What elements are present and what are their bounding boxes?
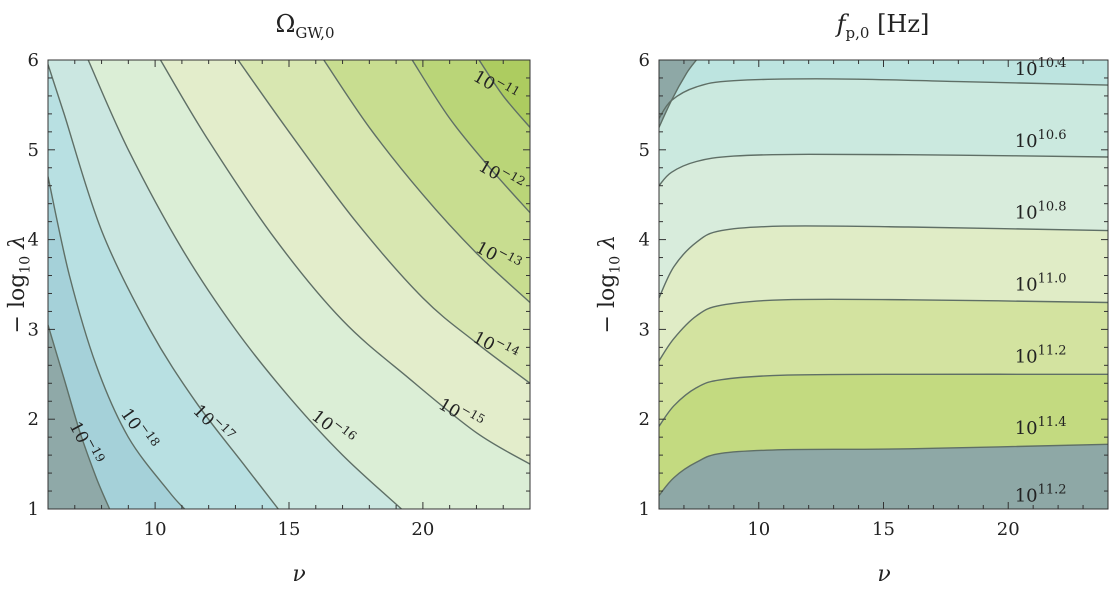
chart-title: fp,0 [Hz] [836, 10, 930, 42]
region-fill [412, 60, 530, 213]
contour-label: 1011.2 [1015, 343, 1067, 367]
contour-line [48, 176, 186, 509]
omega-gw-panel: ΩGW,0 ν − log10 λ 10 15 20 1 2 3 4 5 6 10−19 10−18… [5, 10, 531, 587]
contour-line [659, 373, 1108, 427]
contour-line [87, 60, 402, 509]
y-tick-label: 2 [639, 409, 650, 430]
y-tick-label: 5 [28, 140, 39, 161]
y-tick-label: 3 [28, 319, 39, 340]
x-tick-label: 20 [997, 519, 1020, 540]
contour-label: 1011.0 [1015, 272, 1067, 296]
contour-line [48, 64, 279, 509]
y-tick-label: 2 [28, 409, 39, 430]
peak-frequency-contour-plot: 10 15 20 1 2 3 4 5 6 1010.4 1010.6 1010.8 1011.0 1011… [639, 50, 1109, 540]
contour-line [659, 78, 1108, 119]
contour-line [659, 443, 1108, 496]
contour-line [659, 153, 1108, 187]
x-tick-label: 10 [144, 519, 167, 540]
x-axis-label: ν [292, 562, 306, 587]
y-tick-label: 4 [639, 230, 650, 251]
y-tick-label: 4 [28, 230, 39, 251]
y-tick-label: 6 [28, 50, 39, 71]
contour-label: 1011.2 [1015, 483, 1067, 507]
contour-line [659, 225, 1108, 299]
y-tick-label: 1 [639, 499, 650, 520]
y-tick-label: 6 [639, 50, 650, 71]
peak-frequency-panel: fp,0 [Hz] ν − log10 λ 10 15 20 1 2 3 4 5 6 1010.4… [555, 0, 1110, 592]
contour-line [659, 60, 697, 128]
y-tick-label: 3 [639, 319, 650, 340]
contour-line [659, 298, 1108, 362]
contour-line [237, 60, 530, 384]
contour-line [478, 60, 530, 128]
contour-line [48, 324, 111, 509]
contour-label: 1011.4 [1015, 415, 1067, 439]
region-fill [659, 60, 697, 128]
y-tick-label: 1 [28, 499, 39, 520]
x-tick-label: 10 [747, 519, 770, 540]
contour-label: 1010.4 [1015, 56, 1067, 80]
region-fill [659, 60, 1108, 119]
region-fill [479, 60, 530, 128]
x-tick-label: 15 [278, 519, 301, 540]
contour-line [159, 60, 530, 465]
contour-label: 1010.6 [1015, 128, 1067, 152]
chart-title: ΩGW,0 [275, 10, 335, 42]
contour-label: 1010.8 [1015, 200, 1067, 224]
x-axis-label: ν [877, 562, 891, 587]
y-tick-label: 5 [639, 140, 650, 161]
contour-line [323, 60, 530, 304]
x-tick-label: 20 [411, 519, 434, 540]
x-tick-label: 15 [872, 519, 895, 540]
contour-line [411, 60, 530, 214]
